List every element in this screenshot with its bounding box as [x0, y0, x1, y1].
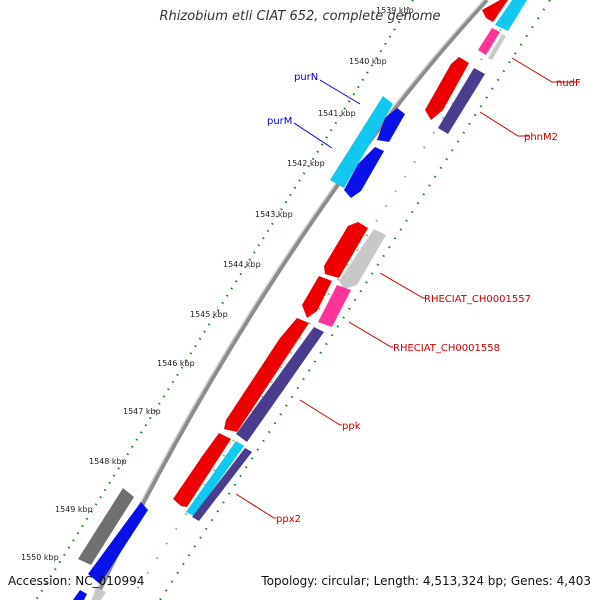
leader-line: [348, 321, 393, 348]
gene-label-purN[interactable]: purN: [294, 72, 318, 83]
gene-feature[interactable]: [495, 0, 527, 31]
leader-line: [511, 57, 580, 83]
gene-label-RHECIAT_CH0001558[interactable]: RHECIAT_CH0001558: [393, 343, 500, 354]
gene-feature[interactable]: [224, 318, 309, 432]
tick-label: 1547 kbp: [123, 407, 161, 416]
tick-label: 1539 kbp: [376, 6, 414, 15]
gene-feature[interactable]: [478, 28, 500, 55]
accession-text: Accession: NC_010994: [8, 574, 145, 588]
tick-label: 1549 kbp: [55, 505, 93, 514]
gene-feature[interactable]: [92, 587, 106, 600]
leader-line: [299, 399, 342, 426]
gene-feature[interactable]: [192, 448, 252, 521]
map-title: Rhizobium etli CIAT 652, complete genome: [159, 9, 441, 24]
gene-feature[interactable]: [482, 0, 508, 22]
leader-line: [319, 79, 361, 105]
gene-feature[interactable]: [73, 590, 87, 600]
gene-feature[interactable]: [324, 222, 368, 278]
leader-line: [293, 122, 333, 149]
gene-label-nudF[interactable]: nudF: [556, 78, 581, 89]
gene-feature[interactable]: [318, 285, 351, 327]
tick-label: 1542 kbp: [287, 159, 325, 168]
gene-label-ppx2[interactable]: ppx2: [276, 514, 301, 525]
leader-line: [379, 272, 425, 299]
gene-feature[interactable]: [186, 441, 244, 516]
gene-feature[interactable]: [236, 327, 324, 442]
leader-line: [235, 493, 276, 519]
gene-feature[interactable]: [344, 147, 384, 198]
gene-feature[interactable]: [488, 34, 506, 60]
gene-feature[interactable]: [425, 57, 469, 120]
gene-label-RHECIAT_CH0001557[interactable]: RHECIAT_CH0001557: [424, 294, 531, 305]
gene-feature[interactable]: [377, 108, 405, 142]
tick-label: 1544 kbp: [223, 260, 261, 269]
tick-guide-inner: [159, 0, 551, 600]
topology-text: Topology: circular; Length: 4,513,324 bp…: [261, 574, 591, 588]
tick-label: 1545 kbp: [190, 310, 228, 319]
gene-label-purM[interactable]: purM: [267, 116, 292, 127]
tick-label: 1540 kbp: [349, 57, 387, 66]
tick-label: 1550 kbp: [21, 553, 59, 562]
gene-feature[interactable]: [78, 488, 134, 565]
gene-feature[interactable]: [302, 276, 332, 318]
gene-label-phnM2[interactable]: phnM2: [524, 132, 558, 143]
leader-line: [479, 111, 530, 137]
gene-feature[interactable]: [88, 502, 148, 584]
gene-feature[interactable]: [438, 68, 485, 134]
tick-label: 1543 kbp: [255, 210, 293, 219]
gene-label-ppk[interactable]: ppk: [342, 421, 361, 432]
gene-feature[interactable]: [330, 96, 393, 188]
tick-label: 1546 kbp: [157, 359, 195, 368]
tick-label: 1548 kbp: [89, 457, 127, 466]
gene-feature[interactable]: [339, 229, 386, 289]
tick-label: 1541 kbp: [318, 109, 356, 118]
gene-feature[interactable]: [173, 433, 231, 507]
